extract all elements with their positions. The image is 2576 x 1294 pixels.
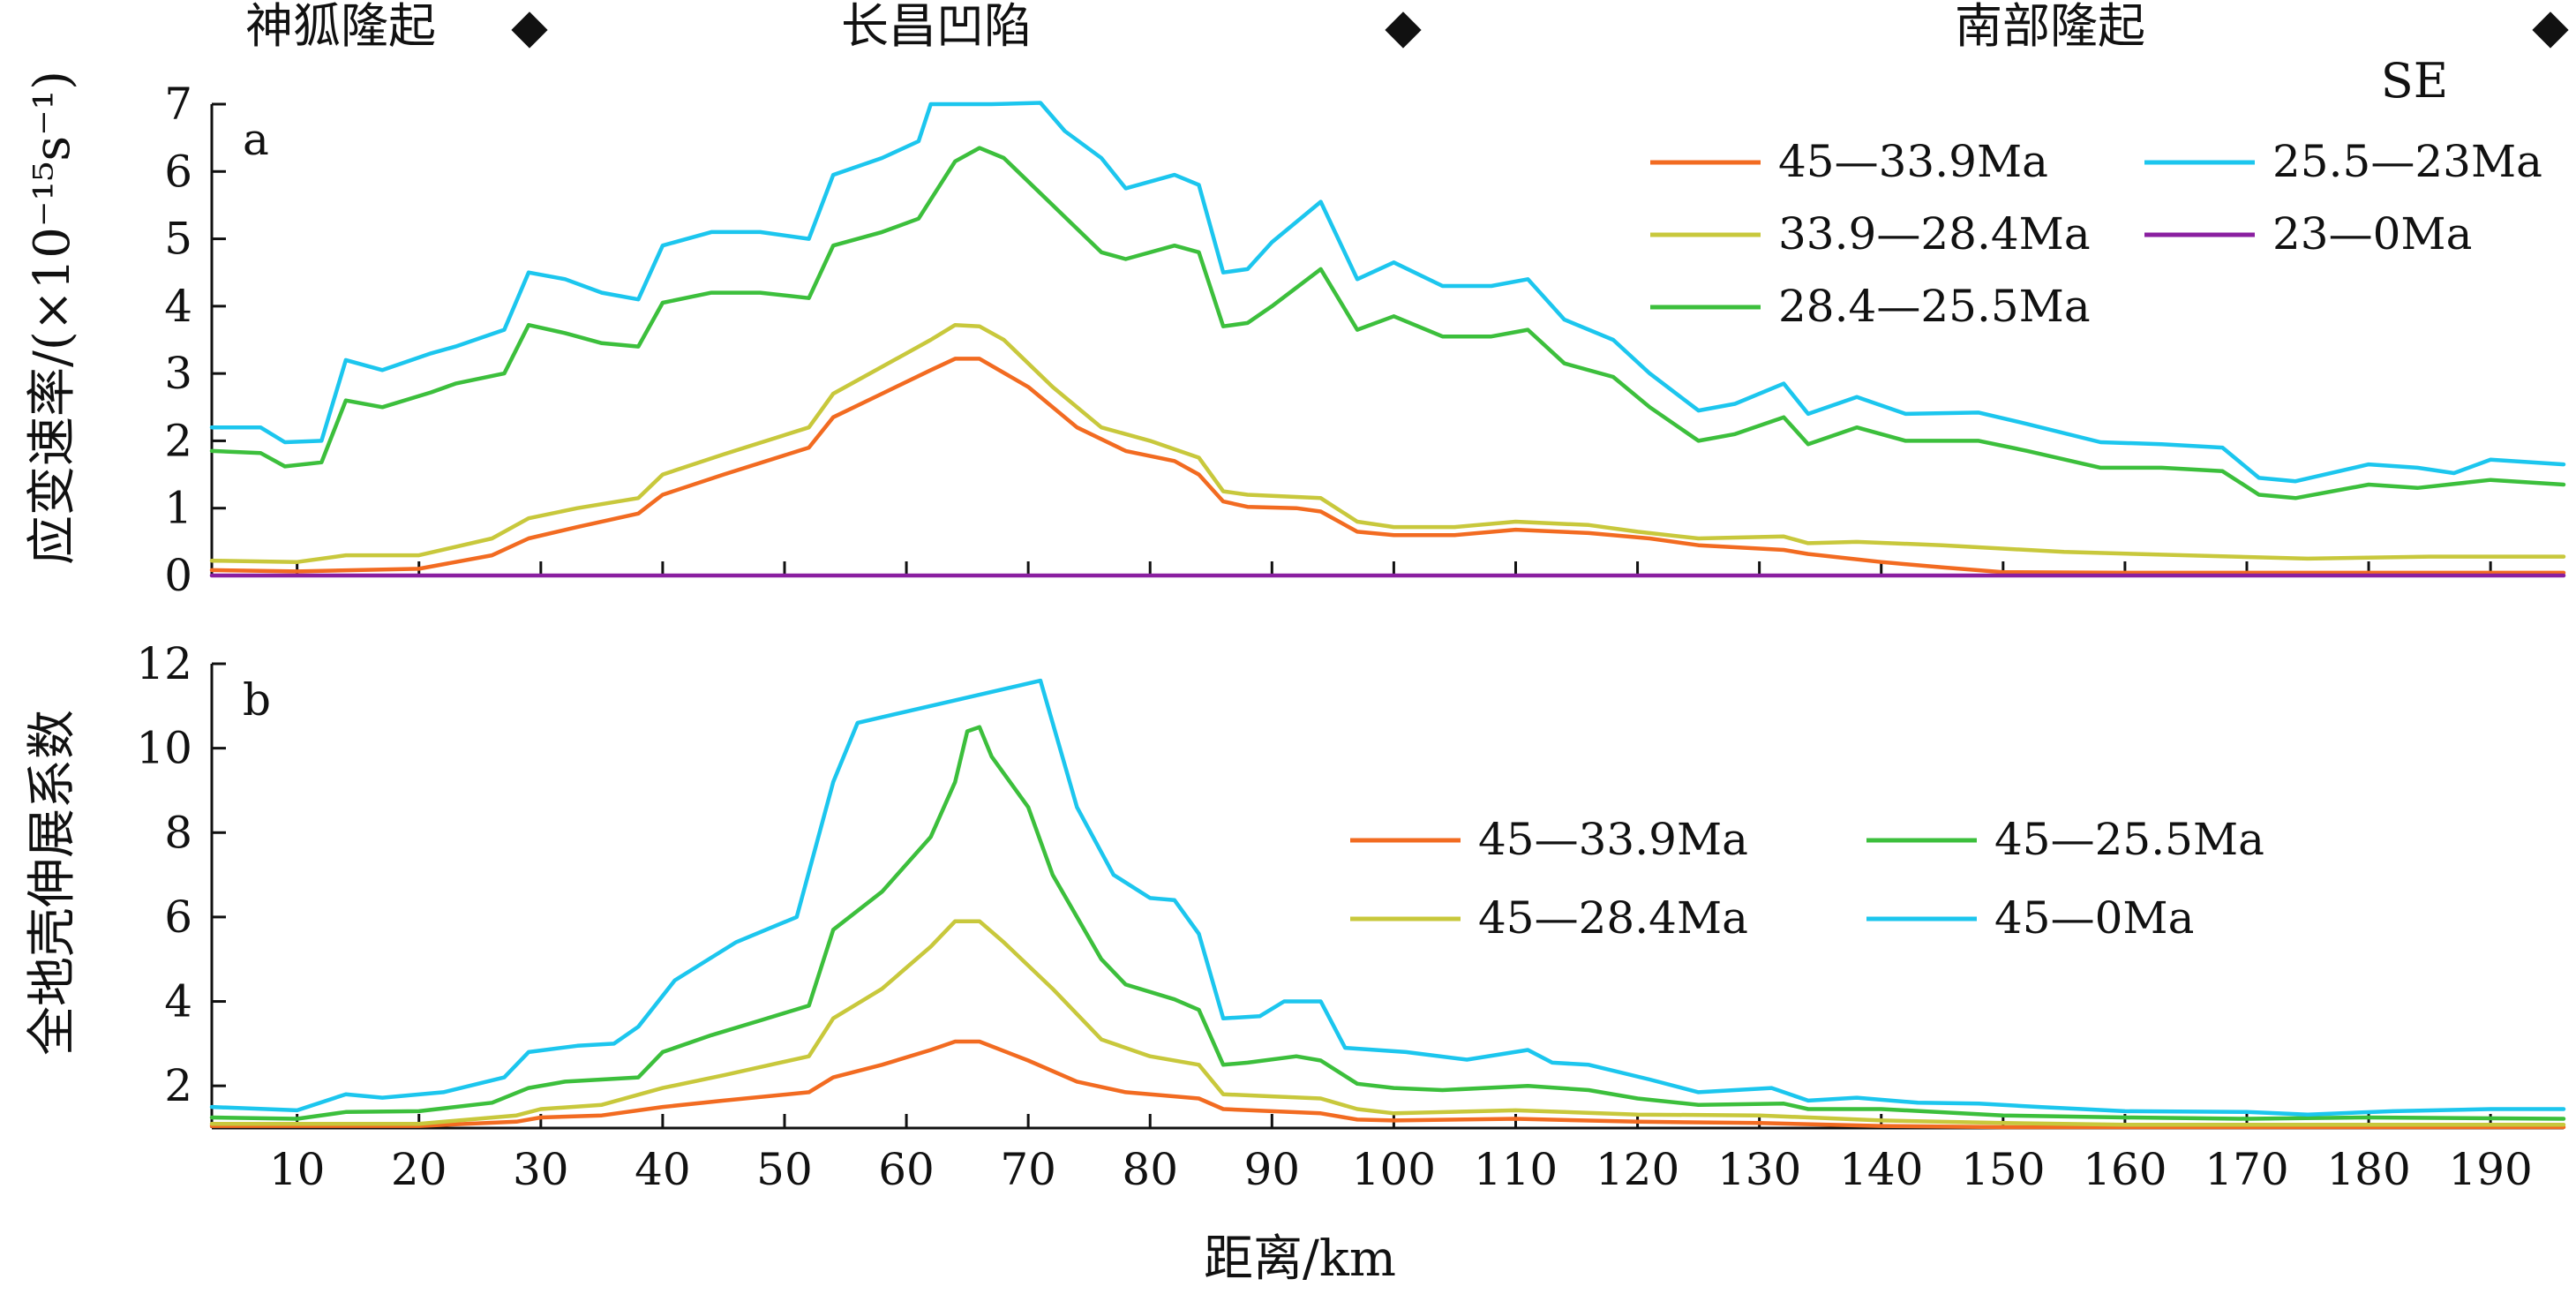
- boundary-marker-3: ◆: [2532, 0, 2569, 54]
- strain-rate-series-33.9-28.4-line: [209, 322, 2566, 564]
- extension-factor-series: [209, 678, 2566, 1130]
- strain-rate-series: [209, 101, 2566, 578]
- extension-factor-series-45-0-line: [209, 678, 2566, 1117]
- extension-factor-series-45-25.5-line: [209, 725, 2566, 1121]
- strain-rate-y-tick-label: 2: [164, 415, 192, 466]
- strain-rate-series-28.4-25.5-line: [209, 146, 2566, 500]
- legend-entry-label: 45—28.4Ma: [1478, 892, 1748, 944]
- x-tick-label: 180: [2326, 1144, 2410, 1195]
- panel-a-letter: a: [243, 114, 269, 165]
- x-tick-label: 160: [2083, 1144, 2167, 1195]
- extension-factor-y-tick-label: 12: [136, 638, 192, 689]
- x-tick-label: 110: [1474, 1144, 1558, 1195]
- strain-rate-chart: 0 1 2 3 4 5 6 7 a 应变速率/(×10⁻¹⁵s⁻¹) 45—33.9Ma 25.…: [24, 71, 2566, 601]
- x-tick-label: 60: [878, 1144, 935, 1195]
- strain-rate-y-tick-label: 6: [164, 146, 192, 197]
- legend-entry-label: 45—0Ma: [1994, 892, 2194, 944]
- extension-factor-y-axis-title: 全地壳伸展系数: [24, 710, 81, 1056]
- region-label-shenhu-uplift: 神狐隆起: [245, 0, 436, 54]
- strain-rate-y-tick-label: 4: [164, 281, 192, 332]
- x-tick-label: 10: [269, 1144, 326, 1195]
- strain-rate-legend: 45—33.9Ma 25.5—23Ma 33.9—28.4Ma 23—0Ma 28.4—…: [1650, 136, 2542, 332]
- x-tick-label: 30: [513, 1144, 569, 1195]
- boundary-marker-1: ◆: [511, 0, 548, 54]
- x-tick-label: 80: [1122, 1144, 1178, 1195]
- legend-entry-label: 28.4—25.5Ma: [1778, 281, 2091, 332]
- boundary-marker-2: ◆: [1385, 0, 1422, 54]
- x-tick-label: 90: [1244, 1144, 1301, 1195]
- extension-factor-axes: 2 4 6 8 10 12 10 20 30 40 50 60 70 80 90 100 110 120 130 14…: [136, 638, 2564, 1195]
- strain-rate-y-tick-label: 5: [164, 214, 192, 265]
- se-direction-label: SE: [2381, 53, 2448, 109]
- x-axis-title: 距离/km: [1204, 1230, 1396, 1288]
- legend-entry-label: 25.5—23Ma: [2272, 136, 2542, 187]
- strain-rate-y-tick-label: 3: [164, 348, 192, 399]
- x-tick-label: 120: [1596, 1144, 1679, 1195]
- extension-factor-y-tick-label: 4: [164, 976, 192, 1027]
- extension-factor-series-45-28.4-line: [209, 919, 2566, 1127]
- region-label-southern-uplift: 南部隆起: [1955, 0, 2145, 54]
- legend-entry-label: 45—33.9Ma: [1478, 814, 1748, 865]
- extension-factor-legend: 45—33.9Ma 45—25.5Ma 45—28.4Ma 45—0Ma: [1350, 814, 2264, 944]
- strain-rate-y-tick-label: 1: [164, 483, 192, 534]
- legend-entry-label: 23—0Ma: [2272, 208, 2472, 260]
- region-labels: 神狐隆起 长昌凹陷 南部隆起: [245, 0, 2145, 54]
- boundary-markers: ◆ ◆ ◆: [511, 0, 2569, 54]
- x-tick-label: 130: [1717, 1144, 1801, 1195]
- x-tick-label: 70: [1000, 1144, 1056, 1195]
- x-tick-label: 50: [756, 1144, 813, 1195]
- legend-entry-label: 45—25.5Ma: [1994, 814, 2264, 865]
- extension-factor-chart: 2 4 6 8 10 12 10 20 30 40 50 60 70 80 90 100 110 120 130 14…: [24, 638, 2566, 1288]
- panel-b-letter: b: [243, 674, 271, 726]
- strain-rate-y-tick-label: 7: [164, 79, 192, 130]
- extension-factor-y-tick-label: 6: [164, 892, 192, 943]
- x-tick-label: 20: [391, 1144, 447, 1195]
- legend-entry-label: 33.9—28.4Ma: [1778, 208, 2091, 260]
- x-tick-label: 190: [2448, 1144, 2532, 1195]
- extension-factor-y-tick-label: 8: [164, 807, 192, 858]
- strain-rate-series-25.5-23-line: [209, 101, 2566, 484]
- x-tick-label: 140: [1839, 1144, 1923, 1195]
- strain-rate-y-tick-label: 0: [164, 550, 192, 601]
- x-tick-label: 40: [635, 1144, 691, 1195]
- legend-entry-label: 45—33.9Ma: [1778, 136, 2048, 187]
- strain-rate-series-45-33.9-line: [209, 357, 2566, 576]
- x-tick-label: 170: [2204, 1144, 2288, 1195]
- extension-factor-y-tick-label: 10: [136, 723, 192, 774]
- region-label-changchang-sag: 长昌凹陷: [841, 0, 1032, 54]
- extension-factor-series-45-33.9-line: [209, 1039, 2566, 1130]
- extension-factor-y-tick-label: 2: [164, 1060, 192, 1111]
- strain-rate-y-axis-title: 应变速率/(×10⁻¹⁵s⁻¹): [24, 71, 81, 565]
- x-tick-label: 150: [1961, 1144, 2045, 1195]
- x-tick-label: 100: [1352, 1144, 1436, 1195]
